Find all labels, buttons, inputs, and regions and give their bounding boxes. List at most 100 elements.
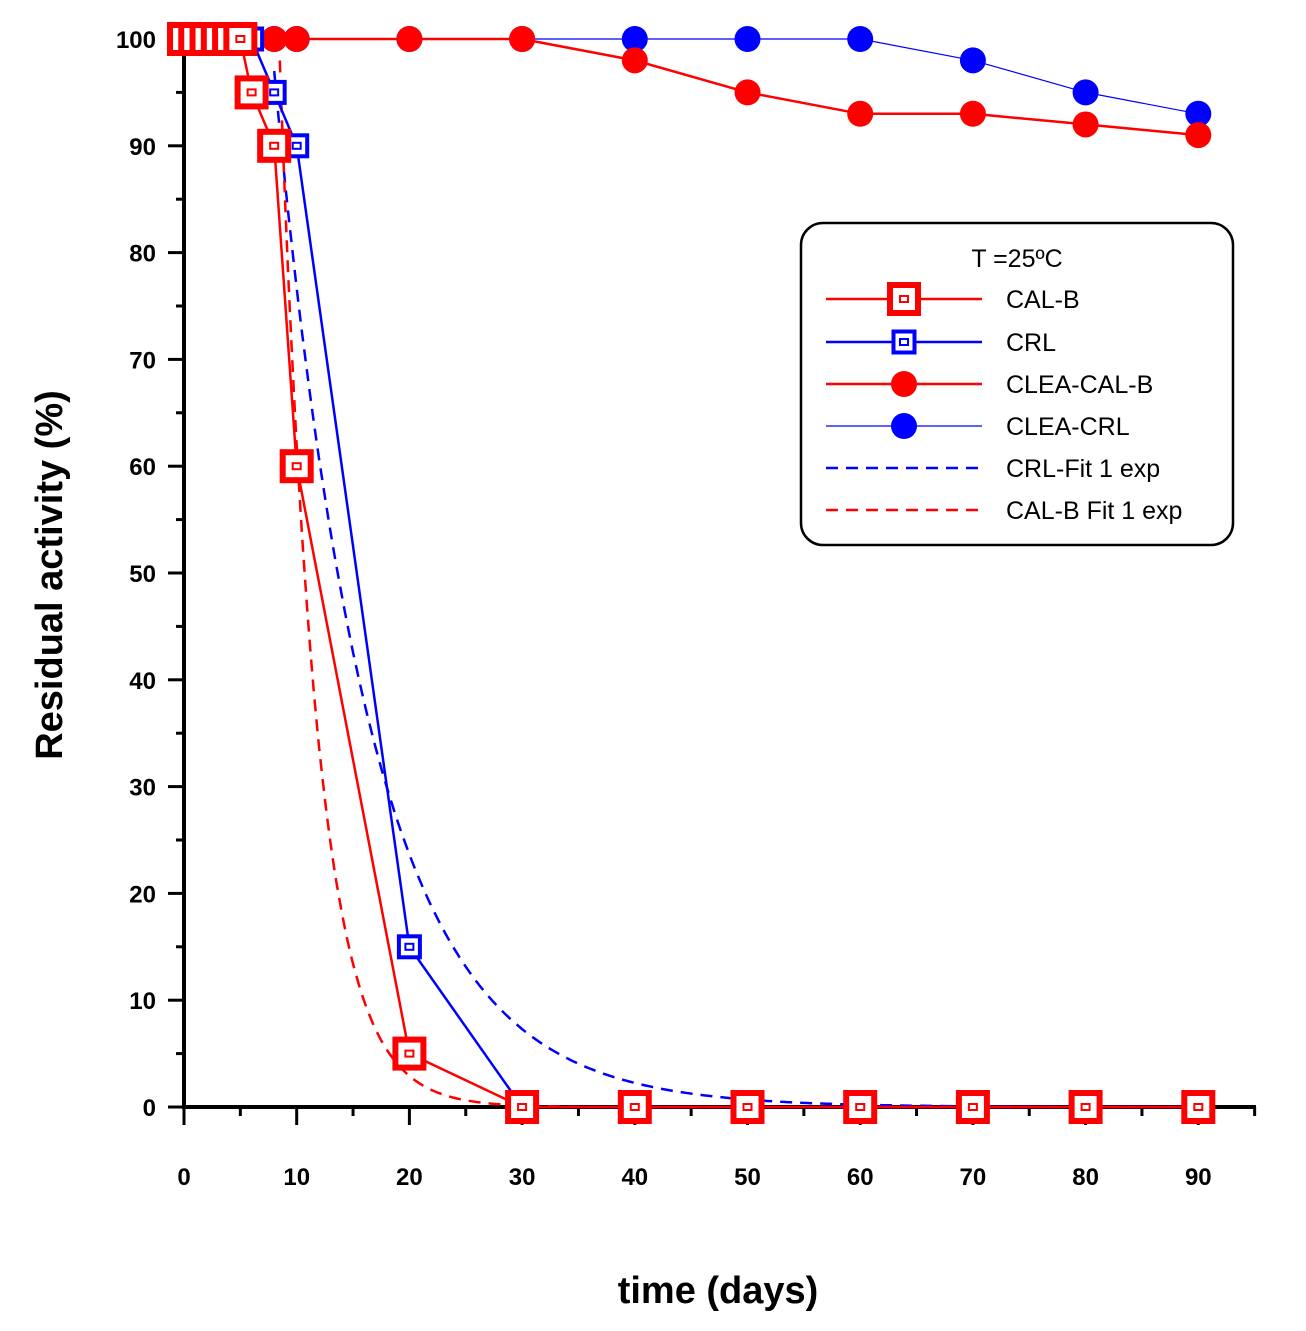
- x-tick-label: 90: [1185, 1164, 1212, 1191]
- legend-marker-cal-b-inner: [899, 295, 909, 303]
- data-point-crl-inner: [291, 141, 302, 150]
- y-tick-label: 90: [129, 134, 156, 161]
- data-point-clea-crl: [734, 26, 761, 52]
- legend-label-clea-crl: CLEA-CRL: [1006, 413, 1130, 441]
- legend-label-cal-b: CAL-B: [1006, 286, 1080, 314]
- y-tick-label: 20: [129, 881, 156, 908]
- data-point-crl-box: [396, 934, 422, 960]
- legend-item-cal-b: CAL-B: [826, 282, 1080, 316]
- data-point-crl-inner: [269, 88, 280, 97]
- y-tick-label: 100: [116, 27, 156, 54]
- data-point-cal-b-box: [505, 1090, 540, 1124]
- data-point-cal-b-inner: [235, 35, 246, 43]
- data-point-cal-b-box: [223, 22, 258, 56]
- series-line-crl: [184, 37, 1199, 1109]
- legend-item-crl-fit-1-exp: CRL-Fit 1 exp: [826, 455, 1160, 483]
- data-point-clea-crl: [847, 26, 874, 52]
- legend-marker-clea-cal-b: [891, 371, 917, 397]
- data-point-clea-cal-b: [261, 26, 288, 52]
- series-line-cal-b: [184, 37, 1199, 1109]
- y-tick-label: 70: [129, 347, 156, 374]
- data-point-clea-cal-b: [396, 26, 423, 52]
- data-point-cal-b: [730, 1090, 765, 1124]
- legend-marker-crl-inner: [899, 338, 909, 346]
- data-point-cal-b: [843, 1090, 878, 1124]
- data-point-cal-b-inner: [1193, 1103, 1204, 1111]
- data-point-clea-cal-b: [283, 26, 310, 52]
- data-point-cal-b-box: [730, 1090, 765, 1124]
- legend-layer: T =25ºC CAL-B CRL CLEA-CAL-B CLEA-CRL CRL-Fit…: [799, 221, 1235, 547]
- legend-marker-cal-b: [887, 282, 921, 316]
- data-point-cal-b-inner: [967, 1103, 978, 1111]
- legend-marker-cal-b-box: [887, 282, 921, 316]
- series-layer: [167, 22, 1216, 1124]
- data-point-cal-b-box: [234, 75, 269, 110]
- y-axis-title: Residual activity (%): [29, 390, 71, 760]
- data-point-cal-b-box: [617, 1090, 652, 1124]
- data-point-clea-cal-b: [847, 100, 874, 127]
- data-point-cal-b-inner: [517, 1103, 528, 1111]
- data-point-cal-b-inner: [629, 1103, 640, 1111]
- data-point-clea-crl: [621, 26, 648, 52]
- x-tick-label: 70: [960, 1164, 987, 1191]
- data-point-clea-cal-b: [509, 26, 536, 52]
- data-point-cal-b-box: [392, 1036, 427, 1071]
- data-point-cal-b-inner: [404, 1049, 415, 1058]
- data-point-cal-b-box: [279, 449, 314, 484]
- legend-label-clea-cal-b: CLEA-CAL-B: [1006, 371, 1153, 399]
- x-tick-label: 10: [283, 1164, 310, 1191]
- data-point-clea-crl: [1072, 79, 1099, 106]
- data-point-cal-b: [955, 1090, 990, 1124]
- legend-title: T =25ºC: [971, 245, 1062, 273]
- data-point-cal-b-inner: [269, 141, 280, 150]
- data-point-cal-b-box: [1181, 1090, 1216, 1124]
- data-point-cal-b-box: [257, 128, 292, 163]
- data-point-cal-b: [392, 1036, 427, 1071]
- legend-marker-crl-box: [891, 329, 917, 355]
- y-tick-label: 50: [129, 561, 156, 588]
- data-point-cal-b: [505, 1090, 540, 1124]
- x-tick-label: 40: [621, 1164, 648, 1191]
- data-point-cal-b-inner: [246, 88, 257, 97]
- data-point-clea-crl: [1185, 100, 1212, 127]
- x-tick-label: 80: [1072, 1164, 1099, 1191]
- legend-marker-crl: [891, 329, 917, 355]
- series-line-clea-cal-b: [184, 37, 1199, 137]
- data-point-clea-cal-b: [959, 100, 986, 127]
- x-axis-title: time (days): [618, 1270, 819, 1312]
- y-tick-label: 10: [129, 988, 156, 1015]
- data-point-cal-b-box: [1068, 1090, 1103, 1124]
- legend-item-clea-crl: CLEA-CRL: [826, 413, 1130, 441]
- data-point-cal-b: [257, 128, 292, 163]
- data-point-cal-b: [617, 1090, 652, 1124]
- x-tick-label: 0: [177, 1164, 190, 1191]
- data-point-cal-b: [234, 75, 269, 110]
- legend-label-crl: CRL: [1006, 329, 1056, 357]
- legend-label-crl-fit-1-exp: CRL-Fit 1 exp: [1006, 455, 1160, 483]
- data-point-cal-b: [1181, 1090, 1216, 1124]
- data-point-clea-cal-b: [621, 47, 648, 74]
- x-tick-label: 30: [509, 1164, 536, 1191]
- x-tick-label: 20: [396, 1164, 423, 1191]
- y-tick-label: 0: [143, 1095, 156, 1122]
- data-point-clea-cal-b: [1072, 111, 1099, 138]
- data-point-cal-b: [1068, 1090, 1103, 1124]
- data-point-cal-b-inner: [742, 1103, 753, 1111]
- y-tick-label: 30: [129, 775, 156, 802]
- y-tick-label: 80: [129, 241, 156, 268]
- legend-marker-clea-crl: [891, 413, 917, 439]
- data-point-clea-crl: [959, 47, 986, 74]
- x-tick-label: 50: [734, 1164, 761, 1191]
- data-point-clea-cal-b: [1185, 122, 1212, 149]
- data-point-cal-b-box: [955, 1090, 990, 1124]
- data-point-cal-b-inner: [1080, 1103, 1091, 1111]
- data-point-cal-b: [223, 22, 258, 56]
- x-tick-label: 60: [847, 1164, 874, 1191]
- legend-item-cal-b-fit-1-exp: CAL-B Fit 1 exp: [826, 497, 1182, 525]
- data-point-cal-b: [279, 449, 314, 484]
- data-point-clea-cal-b: [734, 79, 761, 106]
- legend-item-crl: CRL: [826, 329, 1056, 357]
- data-point-cal-b-inner: [855, 1103, 866, 1111]
- legend-item-clea-cal-b: CLEA-CAL-B: [826, 371, 1153, 399]
